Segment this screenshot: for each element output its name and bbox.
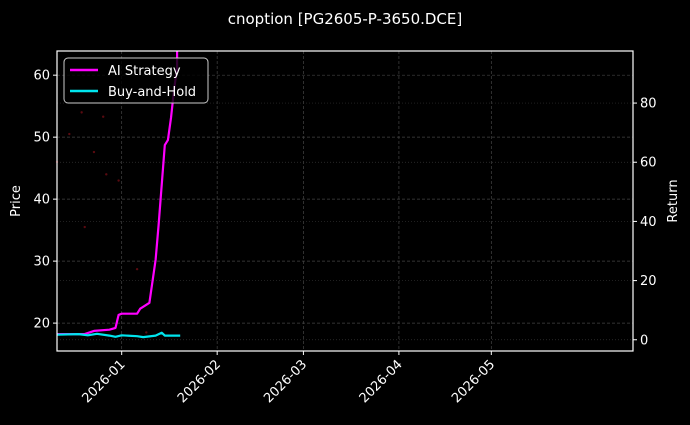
legend-label-ai-strategy: AI Strategy	[108, 64, 181, 79]
left-tick-label: 30	[33, 255, 50, 270]
grid-lines	[57, 51, 633, 351]
plot-frame	[56, 50, 634, 352]
left-tick-label: 20	[33, 317, 50, 332]
right-tick-label: 20	[640, 274, 657, 289]
series-line-ai-strategy	[57, 51, 179, 336]
price-point	[117, 179, 120, 182]
left-tick-label: 60	[33, 69, 50, 84]
right-tick-label: 80	[640, 97, 657, 112]
price-point	[83, 225, 86, 229]
series-line-buy-and-hold	[56, 331, 181, 339]
legend-box	[63, 57, 209, 104]
right-tick-label: 0	[640, 333, 648, 348]
left-tick-label: 50	[33, 131, 50, 146]
price-point	[80, 111, 83, 114]
legend: AI Strategy Buy-and-Hold	[63, 57, 209, 104]
right-y-axis-label: Return	[666, 179, 681, 222]
price-point	[135, 267, 139, 271]
chart-title: cnoption [PG2605-P-3650.DCE]	[228, 10, 463, 28]
right-tick-label: 60	[640, 156, 657, 171]
price-point	[92, 150, 96, 154]
left-tick-label: 40	[33, 193, 50, 208]
left-y-axis-label: Price	[9, 185, 24, 217]
right-y-axis: 0 20 40 60 80	[633, 97, 657, 348]
legend-label-buy-and-hold: Buy-and-Hold	[108, 85, 196, 100]
left-y-axis: 20 30 40 50 60	[33, 69, 57, 332]
price-point	[68, 132, 71, 136]
price-point	[102, 115, 105, 118]
price-point	[105, 173, 108, 176]
price-point	[145, 331, 148, 334]
series-lines	[56, 51, 181, 339]
right-tick-label: 40	[640, 215, 657, 230]
